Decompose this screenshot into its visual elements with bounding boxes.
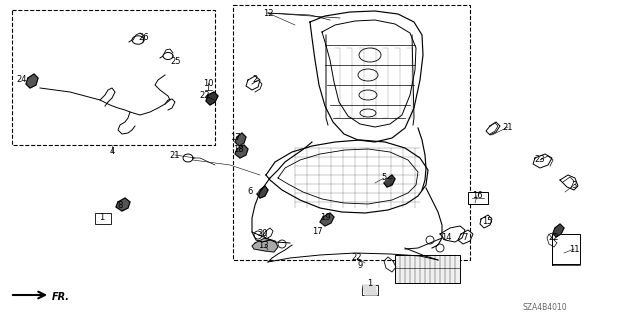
Polygon shape bbox=[257, 186, 268, 198]
Polygon shape bbox=[553, 224, 564, 237]
Text: SZA4B4010: SZA4B4010 bbox=[523, 303, 567, 313]
Text: 3: 3 bbox=[572, 181, 577, 189]
Text: 7: 7 bbox=[462, 233, 468, 241]
Polygon shape bbox=[116, 198, 130, 211]
Text: 20: 20 bbox=[258, 228, 268, 238]
Text: 9: 9 bbox=[357, 261, 363, 270]
Bar bbox=[468, 192, 488, 204]
Text: 21: 21 bbox=[170, 151, 180, 160]
Text: 6: 6 bbox=[247, 187, 253, 196]
Text: 17: 17 bbox=[230, 132, 240, 142]
Text: 22: 22 bbox=[548, 234, 559, 242]
Text: 8: 8 bbox=[117, 201, 123, 210]
Text: 13: 13 bbox=[258, 241, 268, 249]
Polygon shape bbox=[26, 74, 38, 88]
Text: 14: 14 bbox=[441, 233, 451, 241]
Text: 16: 16 bbox=[472, 191, 483, 201]
Bar bbox=[552, 234, 580, 264]
Text: 1: 1 bbox=[367, 279, 372, 288]
Text: 22: 22 bbox=[200, 92, 211, 100]
Text: 12: 12 bbox=[263, 9, 273, 18]
Bar bbox=[395, 255, 460, 283]
Text: 15: 15 bbox=[482, 218, 492, 226]
Polygon shape bbox=[320, 213, 334, 226]
Bar bbox=[12, 10, 215, 145]
Text: 2: 2 bbox=[252, 76, 258, 85]
Text: 26: 26 bbox=[139, 33, 149, 42]
Text: FR.: FR. bbox=[52, 292, 70, 302]
Polygon shape bbox=[235, 145, 248, 158]
Text: 18: 18 bbox=[233, 145, 243, 153]
Text: 24: 24 bbox=[17, 75, 28, 84]
Text: 5: 5 bbox=[381, 174, 387, 182]
Text: 17: 17 bbox=[312, 226, 323, 235]
Text: 22: 22 bbox=[352, 254, 362, 263]
Bar bbox=[233, 5, 470, 260]
Text: 10: 10 bbox=[203, 78, 213, 87]
Text: 1: 1 bbox=[99, 213, 104, 222]
Text: 4: 4 bbox=[109, 147, 115, 157]
Polygon shape bbox=[252, 238, 278, 252]
Polygon shape bbox=[384, 175, 395, 187]
Text: 25: 25 bbox=[171, 57, 181, 66]
Bar bbox=[362, 285, 378, 295]
Text: 19: 19 bbox=[320, 213, 330, 222]
Text: 11: 11 bbox=[569, 244, 579, 254]
Polygon shape bbox=[206, 92, 218, 105]
Polygon shape bbox=[363, 285, 377, 295]
Bar bbox=[95, 213, 111, 224]
Text: 23: 23 bbox=[534, 155, 545, 165]
Text: 21: 21 bbox=[503, 122, 513, 131]
Polygon shape bbox=[235, 133, 246, 146]
